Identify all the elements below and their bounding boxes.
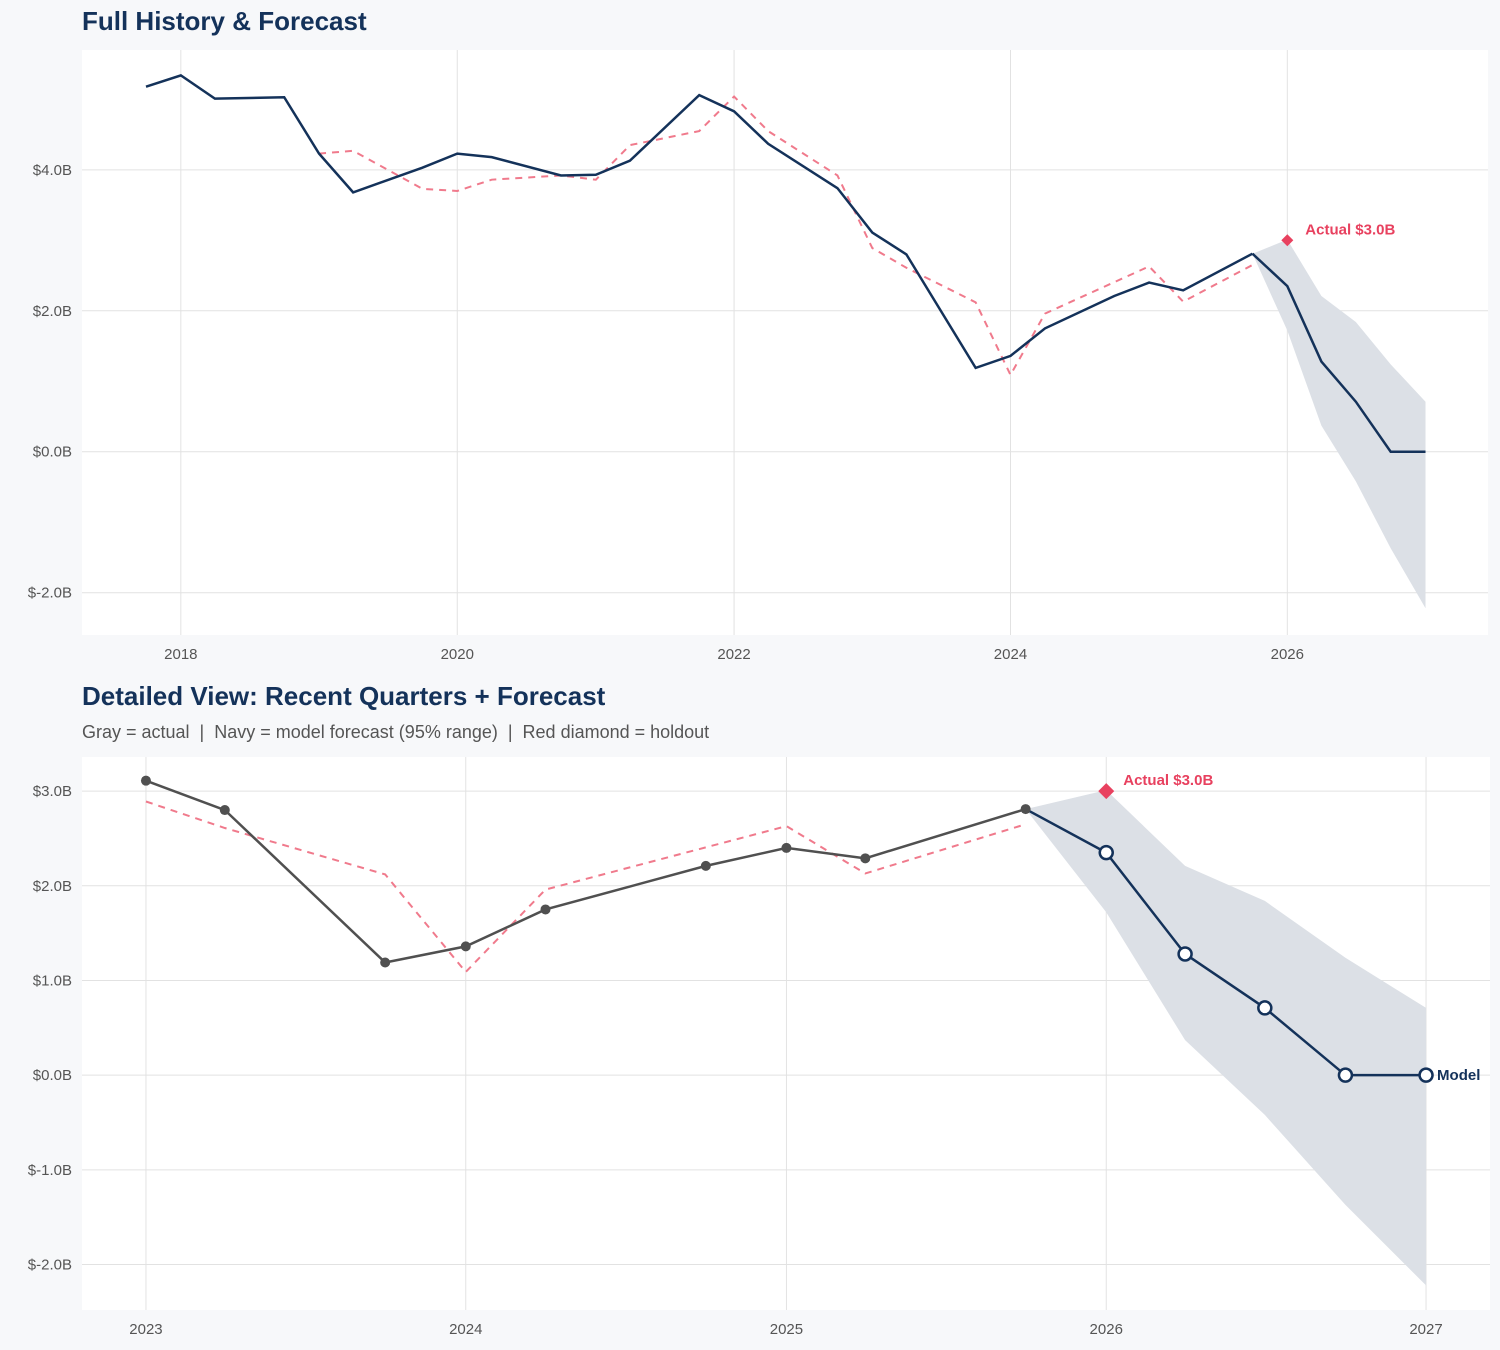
forecast-point bbox=[1337, 1067, 1354, 1083]
y-tick-label: $-1.0B bbox=[28, 1162, 72, 1179]
x-tick-label: 2024 bbox=[449, 1321, 482, 1338]
y-tick-label: $-2.0B bbox=[28, 585, 72, 602]
plot-panel-2: $3.0B $2.0B $1.0B $0.0B $-1.0B $-2.0B 2023 2024… bbox=[28, 757, 1490, 1338]
forecast-point bbox=[1418, 1067, 1434, 1083]
x-tick-label: 2020 bbox=[441, 646, 474, 663]
actual-point bbox=[219, 805, 230, 816]
y-tick-label: $3.0B bbox=[33, 783, 72, 800]
chart-subtitle: Gray = actual | Navy = model forecast (9… bbox=[82, 722, 710, 742]
forecast-point bbox=[1098, 844, 1114, 861]
plot-area bbox=[82, 50, 1488, 635]
actual-point bbox=[460, 941, 471, 952]
actual-point bbox=[781, 842, 792, 853]
y-tick-label: $-2.0B bbox=[28, 1257, 72, 1274]
forecast-range-band bbox=[1252, 239, 1426, 609]
holdout-annotation: Actual $3.0B bbox=[1123, 772, 1213, 789]
x-tick-label: 2026 bbox=[1271, 646, 1304, 663]
plot-panel-1: $4.0B $2.0B $0.0B $-2.0B 2018 2020 2022 2024 202… bbox=[28, 50, 1488, 663]
x-tick-label: 2025 bbox=[770, 1321, 803, 1338]
x-tick-label: 2026 bbox=[1090, 1321, 1123, 1338]
y-tick-label: $4.0B bbox=[33, 162, 72, 179]
actual-point bbox=[140, 775, 151, 786]
forecast-point bbox=[1257, 1000, 1273, 1016]
forecast-line bbox=[1025, 807, 1427, 1077]
forecast-line bbox=[1251, 252, 1426, 453]
actual-line bbox=[145, 73, 1254, 370]
y-tick-label: $2.0B bbox=[33, 878, 72, 895]
holdout-diamond bbox=[1098, 783, 1115, 800]
chart-title-full-history: Full History & Forecast bbox=[82, 6, 367, 36]
x-tick-label: 2027 bbox=[1409, 1321, 1442, 1338]
actual-point bbox=[860, 853, 871, 864]
fitted-line bbox=[145, 800, 1026, 974]
holdout-diamond bbox=[1281, 234, 1294, 247]
x-tick-label: 2024 bbox=[994, 646, 1027, 663]
forecast-range-band bbox=[1025, 790, 1427, 1286]
y-tick-label: $1.0B bbox=[33, 972, 72, 989]
x-tick-label: 2018 bbox=[164, 646, 197, 663]
forecast-point bbox=[1177, 946, 1193, 962]
y-tick-label: $2.0B bbox=[33, 303, 72, 320]
actual-point bbox=[540, 904, 551, 915]
x-tick-label: 2022 bbox=[717, 646, 750, 663]
actual-point bbox=[1020, 804, 1031, 815]
fitted-line bbox=[318, 95, 1253, 378]
holdout-annotation: Actual $3.0B bbox=[1305, 221, 1395, 238]
model-end-label: Model bbox=[1437, 1067, 1480, 1084]
actual-point bbox=[380, 957, 391, 968]
y-tick-label: $0.0B bbox=[33, 1067, 72, 1084]
chart-title-detailed-view: Detailed View: Recent Quarters + Forecas… bbox=[82, 681, 606, 711]
x-tick-label: 2023 bbox=[129, 1321, 162, 1338]
actual-point bbox=[700, 860, 711, 871]
y-tick-label: $0.0B bbox=[33, 444, 72, 461]
